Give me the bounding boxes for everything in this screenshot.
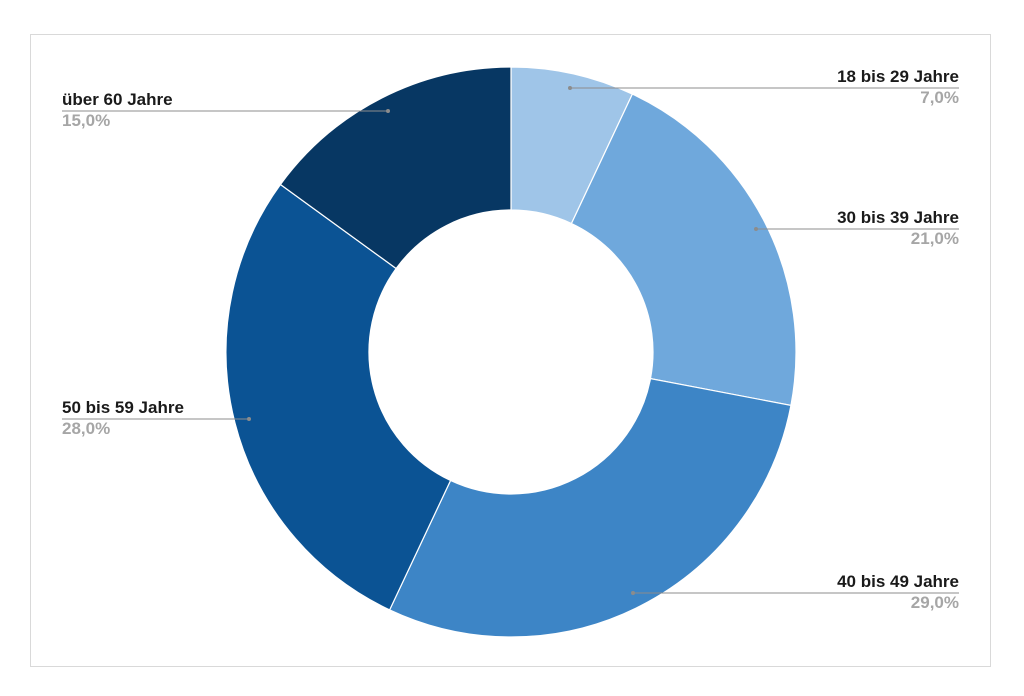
slice-value-label: 29,0% — [911, 593, 959, 612]
leader-dot — [754, 227, 758, 231]
slice-category-label: 30 bis 39 Jahre — [837, 208, 959, 227]
leader-dot — [631, 591, 635, 595]
slice-value-label: 7,0% — [920, 88, 959, 107]
slice-label-2: 30 bis 39 Jahre 21,0% — [754, 208, 959, 248]
slice-label-5: über 60 Jahre 15,0% — [62, 90, 390, 130]
slice-category-label: 18 bis 29 Jahre — [837, 67, 959, 86]
leader-dot — [247, 417, 251, 421]
slice-value-label: 28,0% — [62, 419, 110, 438]
donut-slice-4 — [225, 183, 452, 611]
slice-label-3: 40 bis 49 Jahre 29,0% — [631, 572, 959, 612]
donut-slice-5 — [279, 66, 512, 270]
slice-value-label: 15,0% — [62, 111, 110, 130]
slice-category-label: 50 bis 59 Jahre — [62, 398, 184, 417]
slice-label-4: 50 bis 59 Jahre 28,0% — [62, 398, 251, 438]
leader-dot — [568, 86, 572, 90]
donut-slice-3 — [388, 377, 792, 638]
slice-category-label: 40 bis 49 Jahre — [837, 572, 959, 591]
slice-label-1: 18 bis 29 Jahre 7,0% — [568, 67, 959, 107]
slice-value-label: 21,0% — [911, 229, 959, 248]
donut-slice-2 — [570, 93, 797, 407]
leader-dot — [386, 109, 390, 113]
slice-category-label: über 60 Jahre — [62, 90, 173, 109]
